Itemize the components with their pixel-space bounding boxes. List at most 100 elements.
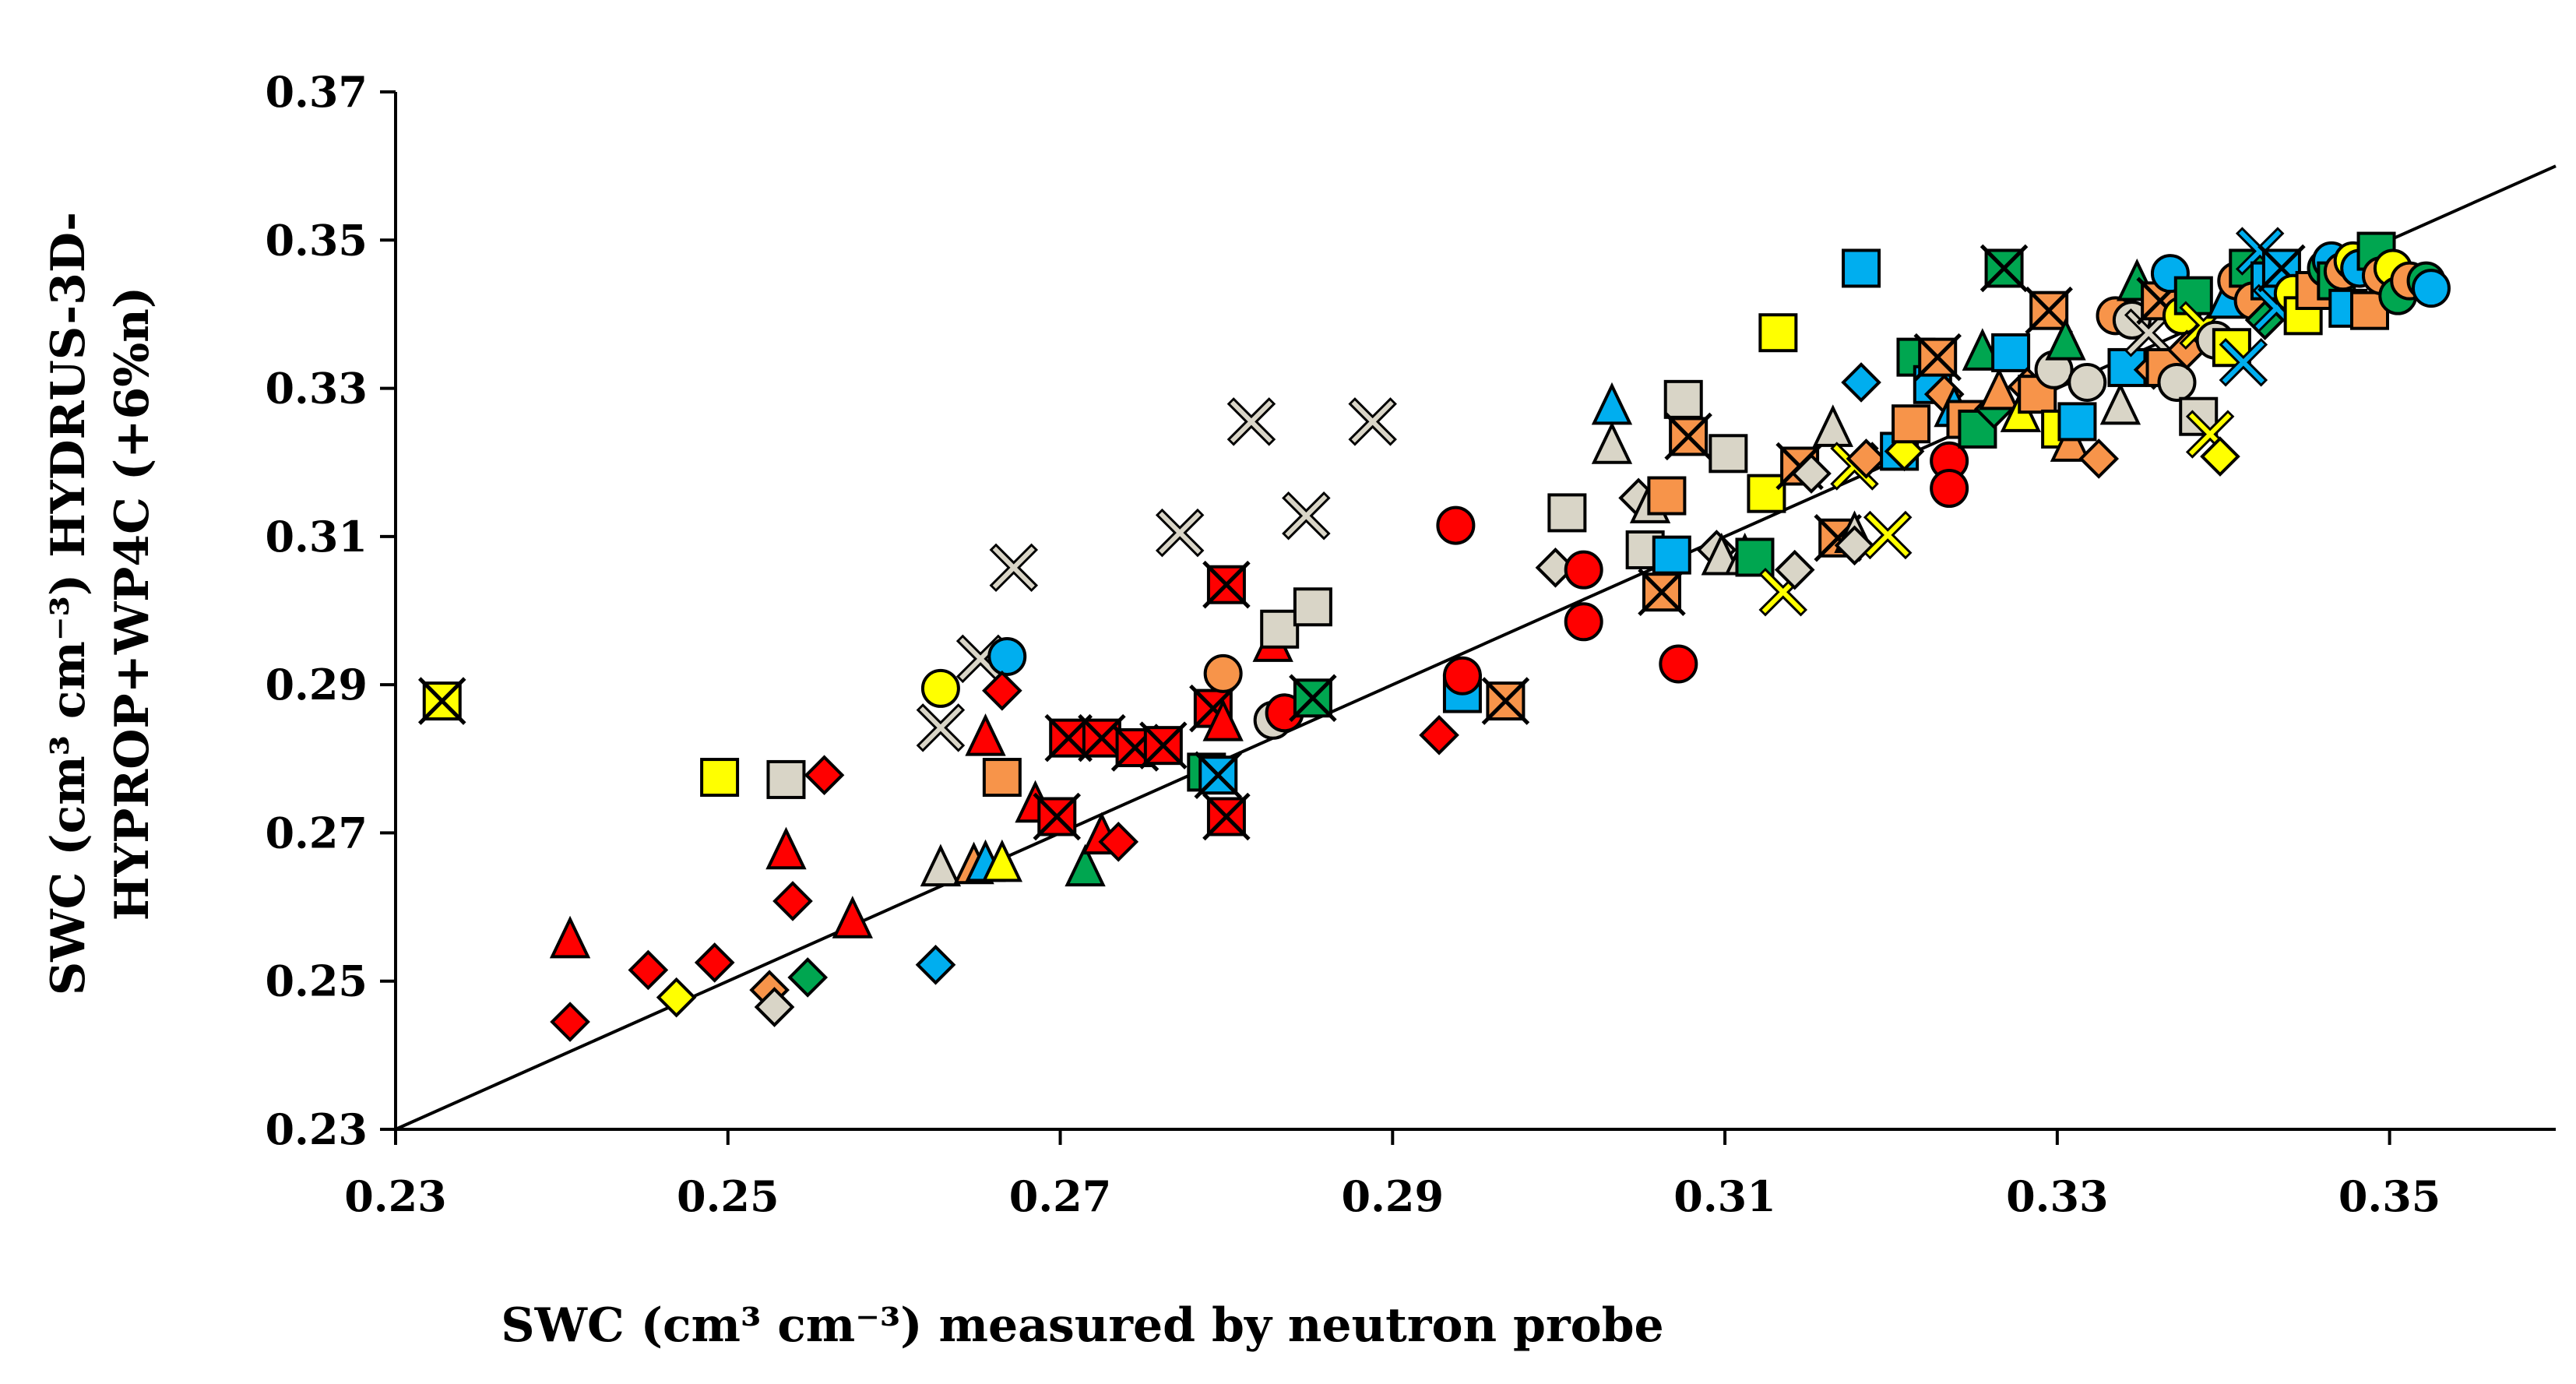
data-point-circle xyxy=(2411,269,2451,308)
data-point-triangle xyxy=(832,896,873,939)
x-tick-label: 0.29 xyxy=(1342,1171,1445,1221)
data-point-diamond xyxy=(772,881,813,921)
data-point-x-overlay xyxy=(1194,751,1243,799)
data-point-x-overlay xyxy=(417,677,466,725)
y-tick-label: 0.31 xyxy=(265,512,368,562)
data-point-diamond xyxy=(2200,436,2240,477)
data-point-triangle xyxy=(981,839,1023,882)
data-point-diamond xyxy=(915,944,956,985)
y-tick-label: 0.35 xyxy=(265,215,368,265)
data-point-circle xyxy=(1442,656,1482,696)
data-points xyxy=(417,227,2451,1042)
data-point-x-overlay xyxy=(1481,677,1530,725)
data-point-triangle xyxy=(920,843,962,887)
data-point-diamond xyxy=(2078,438,2120,479)
x-axis-ticks: 0.23 0.25 0.27 0.29 0.31 0.33 0.35 xyxy=(344,1129,2441,1221)
data-point-circle xyxy=(987,636,1027,676)
data-point-circle xyxy=(1930,469,1969,509)
data-point-circle xyxy=(1659,644,1698,684)
data-point-diamond xyxy=(656,977,697,1018)
data-point-square xyxy=(1647,476,1687,516)
data-point-triangle xyxy=(1812,404,1853,447)
data-point-square xyxy=(2057,402,2097,442)
data-point-square xyxy=(1293,587,1332,627)
y-axis-title-line2: HYPROP+WP4C (+6%n) xyxy=(105,287,160,921)
data-point-diamond xyxy=(1841,362,1881,403)
data-point-diamond xyxy=(550,1002,590,1042)
data-point-diamond xyxy=(1419,715,1459,755)
data-point-diamond xyxy=(1791,453,1832,494)
data-point-triangle xyxy=(1591,421,1633,464)
data-point-x-overlay xyxy=(1664,412,1712,461)
data-point-diamond xyxy=(1774,549,1815,590)
data-point-triangle xyxy=(2050,419,2092,462)
data-point-x xyxy=(1863,510,1913,560)
data-point-diamond xyxy=(787,957,829,998)
x-tick-label: 0.35 xyxy=(2338,1171,2441,1221)
data-point-triangle xyxy=(965,713,1006,756)
data-point-circle xyxy=(920,668,960,708)
data-point-diamond xyxy=(628,949,669,991)
y-axis-ticks: 0.23 0.25 0.27 0.29 0.31 0.33 0.35 0.37 xyxy=(265,67,396,1154)
x-tick-label: 0.23 xyxy=(344,1171,447,1221)
data-point-triangle xyxy=(1978,367,2020,410)
data-point-square xyxy=(766,759,806,799)
data-point-triangle xyxy=(765,826,807,870)
y-axis-title-line1: SWC (cm³ cm⁻³) HYDRUS-3D- xyxy=(41,212,96,995)
data-point-square xyxy=(700,758,740,798)
data-point-x-overlay xyxy=(1033,792,1082,841)
y-tick-label: 0.33 xyxy=(265,364,368,414)
data-point-square xyxy=(1842,248,1881,288)
x-axis-title: SWC (cm³ cm⁻³) measured by neutron probe xyxy=(501,1298,1663,1353)
y-tick-label: 0.37 xyxy=(265,67,368,117)
data-point-circle xyxy=(2067,362,2107,402)
axes xyxy=(394,92,2556,1131)
data-point-circle xyxy=(1564,550,1603,590)
data-point-triangle xyxy=(1591,382,1633,425)
data-point-diamond xyxy=(1846,438,1887,479)
data-point-diamond xyxy=(1098,822,1139,862)
data-point-x-overlay xyxy=(1638,568,1686,616)
x-tick-label: 0.27 xyxy=(1009,1171,1112,1221)
data-point-x-overlay xyxy=(1913,333,1962,382)
data-point-square xyxy=(1991,333,2031,372)
data-point-triangle xyxy=(2045,317,2086,361)
data-point-square xyxy=(1709,434,1748,474)
data-point-triangle xyxy=(1065,843,1106,887)
data-point-square xyxy=(1958,409,1997,449)
data-point-triangle xyxy=(1202,698,1244,741)
x-tick-label: 0.31 xyxy=(1673,1171,1776,1221)
data-point-x xyxy=(1155,508,1205,558)
data-point-diamond xyxy=(754,987,795,1027)
data-point-x xyxy=(1282,491,1331,541)
data-point-x xyxy=(1348,397,1397,446)
data-point-square xyxy=(2350,291,2390,330)
data-point-x-overlay xyxy=(1202,792,1251,841)
y-tick-label: 0.25 xyxy=(265,956,368,1006)
data-point-square xyxy=(1260,609,1300,649)
data-point-square xyxy=(1892,404,1931,444)
data-point-circle xyxy=(1203,653,1243,693)
data-point-x xyxy=(1226,397,1276,446)
x-tick-label: 0.25 xyxy=(677,1171,779,1221)
data-point-x xyxy=(989,543,1039,593)
data-point-square xyxy=(1663,379,1703,419)
data-point-circle xyxy=(1564,602,1603,642)
data-point-diamond xyxy=(1834,525,1875,566)
data-point-x xyxy=(916,703,966,752)
data-point-circle xyxy=(2157,362,2197,402)
data-point-diamond xyxy=(982,670,1022,711)
data-point-circle xyxy=(1436,505,1476,545)
data-point-x-overlay xyxy=(1202,560,1251,609)
y-tick-label: 0.27 xyxy=(265,808,368,858)
data-point-square xyxy=(1547,493,1587,533)
data-point-diamond xyxy=(694,942,735,983)
data-point-diamond xyxy=(804,755,845,796)
data-point-x-overlay xyxy=(1139,721,1188,769)
data-point-x-overlay xyxy=(1289,674,1337,723)
data-point-x-overlay xyxy=(1980,244,2029,293)
data-point-triangle xyxy=(549,915,591,959)
data-point-square xyxy=(982,758,1022,798)
x-tick-label: 0.33 xyxy=(2006,1171,2109,1221)
